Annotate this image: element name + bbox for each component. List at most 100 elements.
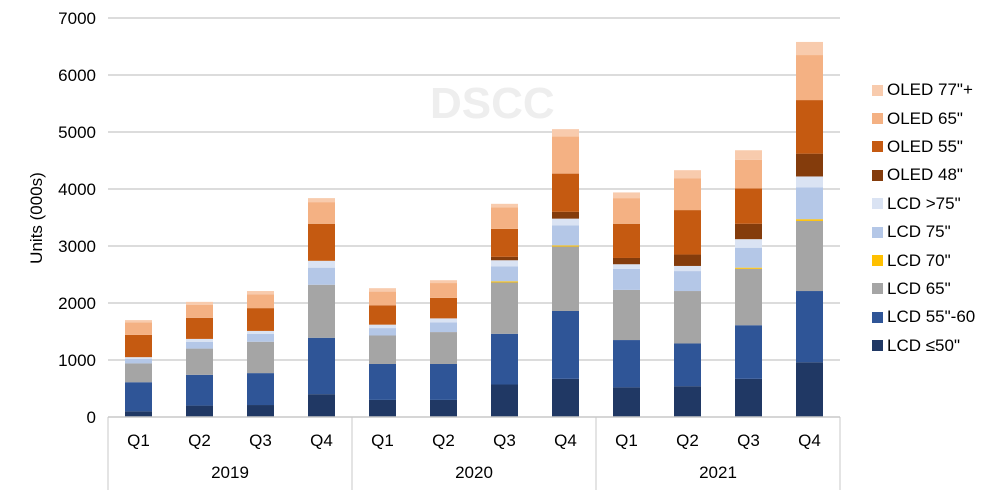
bar-segment (125, 320, 152, 323)
x-tick-label: Q4 (798, 431, 821, 450)
x-tick-label: Q2 (676, 431, 699, 450)
bar-segment (796, 187, 823, 220)
bar-segment (186, 317, 213, 339)
bar-segment (735, 267, 762, 269)
bar-segment (613, 257, 640, 265)
bar-segment (613, 289, 640, 341)
bar-segment (796, 153, 823, 177)
bar-segment (491, 282, 518, 334)
bar-segment (430, 280, 457, 284)
bar-segment (186, 341, 213, 349)
bar-segment (247, 308, 274, 331)
y-axis-ticks: 0 1000 2000 3000 4000 5000 6000 7000 (58, 9, 96, 427)
legend-swatch (872, 84, 883, 96)
bar-segment (796, 291, 823, 363)
bar-segment (613, 268, 640, 290)
x-tick-label: Q1 (615, 431, 638, 450)
bar-segment (247, 294, 274, 309)
bar-segment (125, 382, 152, 412)
legend-label: OLED 65" (887, 108, 963, 128)
bar-segment (186, 338, 213, 342)
legend-item: OLED 48" (872, 161, 975, 189)
legend-label: OLED 48" (887, 165, 963, 185)
bar-segment (735, 239, 762, 248)
legend-item: LCD 65" (872, 275, 975, 303)
legend-item: LCD 75" (872, 218, 975, 246)
bar-segment (308, 337, 335, 395)
bar-segment (491, 333, 518, 385)
bar-segment (735, 325, 762, 379)
bar-segment (674, 178, 701, 211)
bar-segment (796, 100, 823, 154)
x-tick-label: Q1 (371, 431, 394, 450)
bar-segment (491, 207, 518, 229)
bar-segment (552, 225, 579, 246)
bar-segment (430, 283, 457, 298)
bar-segment (186, 405, 213, 417)
y-axis-label: Units (000s) (27, 172, 46, 264)
x-tick-label: Q2 (188, 431, 211, 450)
legend-swatch (872, 141, 883, 153)
legend-label: OLED 55" (887, 136, 963, 156)
bar-segment (674, 343, 701, 387)
bar-segment (125, 334, 152, 358)
bar-segment (369, 291, 396, 306)
bar-segment (369, 288, 396, 292)
bar-segment (186, 301, 213, 305)
legend-item: LCD 70" (872, 246, 975, 274)
legend-item: LCD >75" (872, 190, 975, 218)
bar-segment (308, 260, 335, 268)
y-tick-label: 7000 (58, 9, 96, 28)
bar-segment (125, 363, 152, 383)
x-axis: Q1 Q2 Q3 Q4 2019 Q1 Q2 Q3 Q4 2020 Q1 Q2 Q3 Q4 2021 (107, 416, 841, 490)
y-tick-label: 6000 (58, 66, 96, 85)
bar-segment (613, 198, 640, 224)
bar-segment (796, 219, 823, 221)
bar-segment (674, 170, 701, 179)
bar-segment (491, 203, 518, 208)
legend-label: LCD 65" (887, 278, 951, 298)
bar-segment (552, 173, 579, 212)
bar-segment (552, 211, 579, 219)
bar-segment (796, 220, 823, 292)
y-tick-label: 5000 (58, 123, 96, 142)
legend-label: LCD 70" (887, 250, 951, 270)
bar-segment (552, 129, 579, 137)
bar-segment (491, 266, 518, 282)
bar-segment (613, 223, 640, 258)
bars (125, 41, 823, 417)
gridlines (108, 17, 840, 361)
x-tick-label: Q3 (249, 431, 272, 450)
bar-segment (247, 291, 274, 295)
legend: OLED 77"+ OLED 65" OLED 55" OLED 48" LCD >75… (872, 76, 975, 360)
legend-item: LCD ≤50" (872, 332, 975, 360)
bar-segment (308, 284, 335, 338)
bar-segment (247, 341, 274, 374)
bar-segment (308, 267, 335, 285)
y-tick-label: 4000 (58, 180, 96, 199)
x-tick-label: Q3 (493, 431, 516, 450)
x-tick-label: Q4 (554, 431, 577, 450)
bar-segment (552, 310, 579, 379)
legend-item: OLED 65" (872, 104, 975, 132)
bar-segment (430, 399, 457, 417)
bar-segment (430, 318, 457, 323)
legend-label: LCD 55"-60 (887, 307, 976, 327)
bar-segment (186, 304, 213, 318)
bar-segment (735, 223, 762, 240)
legend-swatch (872, 311, 883, 323)
x-tick-label: Q2 (432, 431, 455, 450)
legend-item: OLED 55" (872, 133, 975, 161)
y-tick-label: 2000 (58, 294, 96, 313)
bar-segment (735, 150, 762, 160)
bar-segment (735, 247, 762, 268)
bar-segment (186, 374, 213, 406)
legend-label: LCD >75" (887, 193, 961, 213)
bar-segment (735, 268, 762, 326)
bar-segment (552, 245, 579, 247)
bar-segment (369, 328, 396, 336)
x-group-label: 2019 (211, 463, 249, 482)
bar-segment (613, 264, 640, 269)
bar-segment (125, 322, 152, 335)
bar-segment (613, 192, 640, 199)
